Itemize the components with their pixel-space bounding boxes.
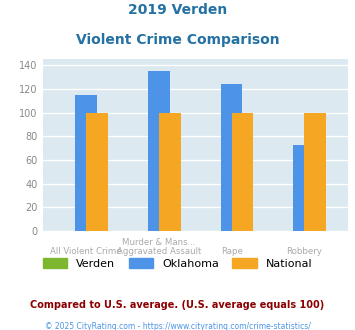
Bar xyxy=(75,95,97,231)
Text: © 2025 CityRating.com - https://www.cityrating.com/crime-statistics/: © 2025 CityRating.com - https://www.city… xyxy=(45,322,310,330)
Bar xyxy=(293,145,315,231)
Legend: Verden, Oklahoma, National: Verden, Oklahoma, National xyxy=(38,254,317,273)
Text: Violent Crime Comparison: Violent Crime Comparison xyxy=(76,33,279,47)
Text: Robbery: Robbery xyxy=(286,248,322,256)
Bar xyxy=(159,113,181,231)
Bar xyxy=(304,113,326,231)
Text: Rape: Rape xyxy=(221,248,242,256)
Text: Murder & Mans...: Murder & Mans... xyxy=(122,238,196,247)
Bar xyxy=(231,113,253,231)
Bar xyxy=(86,113,108,231)
Bar xyxy=(148,71,170,231)
Bar xyxy=(221,84,242,231)
Text: All Violent Crime: All Violent Crime xyxy=(50,248,122,256)
Text: 2019 Verden: 2019 Verden xyxy=(128,3,227,17)
Text: Aggravated Assault: Aggravated Assault xyxy=(117,248,201,256)
Text: Compared to U.S. average. (U.S. average equals 100): Compared to U.S. average. (U.S. average … xyxy=(31,300,324,310)
